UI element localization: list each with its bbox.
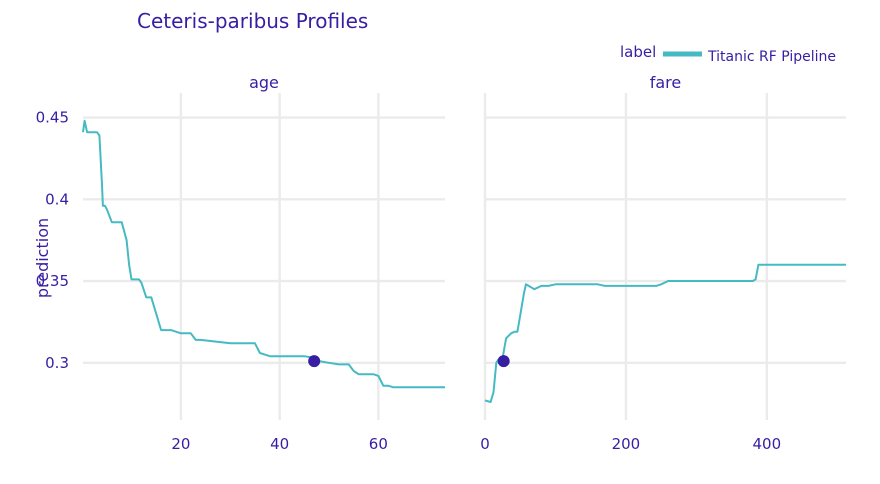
x-tick-label: 60 (369, 435, 388, 453)
facet-title-fare: fare (650, 73, 682, 92)
y-tick-label: 0.35 (36, 272, 69, 290)
observation-point-age (308, 355, 321, 368)
panel-age: 0.3 0.35 0.4 0.45 20 40 60 age (36, 73, 445, 453)
x-tick-label: 20 (171, 435, 190, 453)
y-tick-label: 0.4 (45, 190, 69, 208)
legend-entry-label: Titanic RF Pipeline (707, 49, 836, 65)
chart-title: Ceteris-paribus Profiles (137, 9, 368, 33)
profile-line-fare (484, 263, 846, 403)
observation-point-fare (497, 355, 510, 368)
panel-fare: 0 200 400 fare (480, 73, 846, 453)
legend[interactable]: label Titanic RF Pipeline (620, 43, 836, 65)
y-tick-label: 0.3 (45, 354, 69, 372)
x-tick-label: 400 (753, 435, 782, 453)
y-tick-label: 0.45 (36, 109, 69, 127)
x-tick-label: 40 (270, 435, 289, 453)
x-tick-label: 200 (612, 435, 641, 453)
y-axis-label: prediction (33, 218, 52, 298)
legend-title: label (620, 43, 656, 61)
profile-line-age (82, 119, 445, 389)
facet-title-age: age (249, 73, 279, 92)
x-tick-label: 0 (480, 435, 490, 453)
